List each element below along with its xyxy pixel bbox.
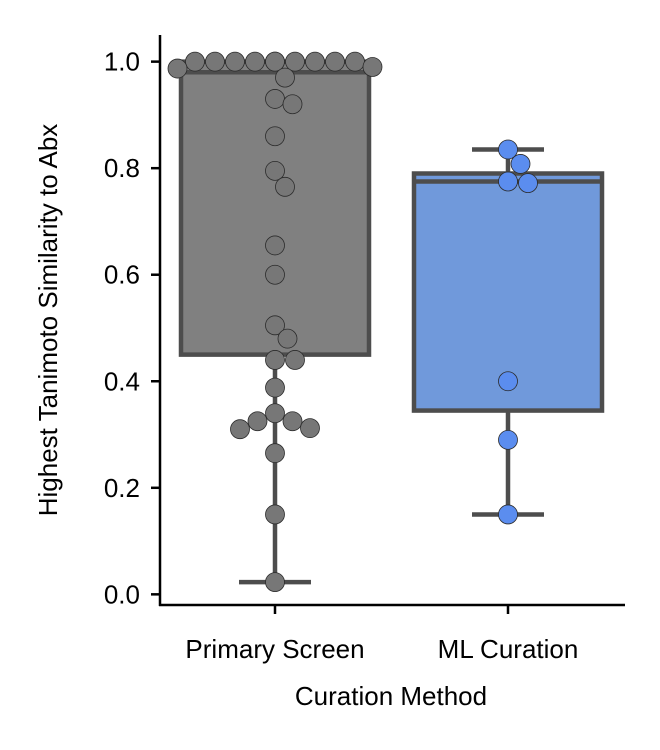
y-tick-label: 0.6 <box>104 260 140 290</box>
data-point <box>225 51 245 72</box>
y-ticks: 0.0 0.2 0.4 0.6 0.8 1.0 <box>104 47 160 609</box>
x-tick-label: ML Curation <box>438 634 579 664</box>
data-point <box>362 57 383 77</box>
data-point <box>265 350 285 370</box>
y-tick-label: 0.8 <box>104 153 140 183</box>
data-point <box>265 572 285 592</box>
data-point <box>345 51 365 72</box>
axes-layer <box>158 35 625 607</box>
data-point <box>277 328 298 349</box>
data-point <box>265 89 285 109</box>
data-point <box>498 429 518 450</box>
boxes-layer <box>178 59 605 585</box>
data-point <box>282 94 303 115</box>
data-point <box>275 176 295 197</box>
x-tick-label: Primary Screen <box>185 634 364 664</box>
data-point <box>498 371 518 392</box>
data-point <box>518 173 538 193</box>
x-axis-label: Curation Method <box>295 681 487 711</box>
data-point <box>247 411 268 432</box>
data-point <box>167 58 188 79</box>
data-point <box>285 350 305 370</box>
data-point <box>205 51 225 72</box>
data-point <box>325 51 345 72</box>
data-point <box>275 67 295 88</box>
data-point <box>285 51 305 72</box>
y-tick-label: 0.2 <box>104 473 140 503</box>
box-primary-screen <box>178 59 372 357</box>
data-point <box>300 418 320 439</box>
y-tick-label: 1.0 <box>104 47 140 77</box>
data-point <box>265 315 285 336</box>
data-point <box>265 51 285 72</box>
data-point <box>498 171 518 192</box>
data-point <box>498 504 518 525</box>
data-point <box>265 126 285 147</box>
y-axis-label: Highest Tanimoto Similarity to Abx <box>33 124 63 517</box>
data-point <box>265 504 285 525</box>
y-tick-label: 0.4 <box>104 366 140 396</box>
data-point <box>265 235 285 256</box>
data-point <box>265 377 285 398</box>
data-point <box>265 160 285 181</box>
points-layer <box>167 51 538 592</box>
data-point <box>282 411 303 432</box>
data-point <box>498 139 518 160</box>
data-point <box>265 443 285 464</box>
data-point <box>230 419 250 440</box>
data-point <box>265 264 285 285</box>
data-point <box>305 51 325 72</box>
y-tick-label: 0.0 <box>104 579 140 609</box>
data-point <box>265 403 285 424</box>
data-point <box>185 51 205 72</box>
data-point <box>245 51 265 72</box>
data-point <box>510 154 531 174</box>
box-ml-curation <box>411 171 605 413</box>
x-ticks: Primary Screen ML Curation <box>185 605 578 664</box>
